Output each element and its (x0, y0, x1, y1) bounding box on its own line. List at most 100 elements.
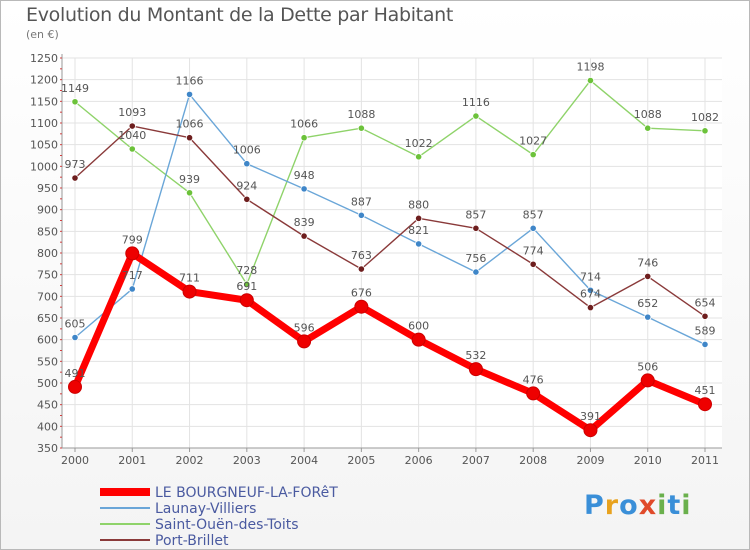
data-point (243, 160, 251, 168)
y-tick-label: 800 (37, 247, 58, 260)
y-tick-label: 1000 (30, 160, 58, 173)
data-point (586, 303, 595, 312)
data-label: 1066 (290, 118, 318, 131)
data-point (243, 195, 251, 203)
data-label: 391 (580, 410, 601, 423)
data-labels: 1149 1040 939 728 1066 1088 1022 1116 1027 1198 10… (61, 61, 719, 424)
data-point (128, 145, 136, 153)
data-label: 1088 (347, 108, 375, 121)
data-label: 1149 (61, 82, 89, 95)
x-tick-label: 2009 (576, 454, 604, 467)
logo-letter: P (584, 490, 605, 521)
legend: LE BOURGNEUF-LA-FORêTLaunay-VilliersSain… (100, 485, 338, 549)
data-label: 476 (523, 373, 544, 386)
data-point (71, 174, 79, 182)
y-tick-label: 750 (37, 269, 58, 282)
data-label: 532 (465, 349, 486, 362)
data-label: 973 (65, 158, 86, 171)
data-point (415, 240, 423, 248)
data-label: 857 (465, 208, 486, 221)
data-label: 1088 (634, 108, 662, 121)
y-tick-label: 700 (37, 290, 58, 303)
series-line (74, 125, 706, 317)
legend-label: Port-Brillet (155, 533, 229, 549)
y-tick-label: 1050 (30, 139, 58, 152)
data-point (185, 90, 194, 99)
data-point (354, 299, 369, 314)
data-point (300, 134, 308, 142)
series-line (74, 79, 706, 285)
logo-letter: o (619, 490, 639, 521)
data-point (644, 272, 652, 280)
logo-letter: t (667, 490, 682, 521)
y-tick-label: 650 (37, 312, 58, 325)
data-label: 600 (408, 320, 429, 333)
data-label: 451 (695, 384, 716, 397)
data-label: 1166 (176, 74, 204, 87)
data-label: 1040 (118, 129, 146, 142)
data-label: 605 (65, 318, 86, 331)
x-tick-label: 2000 (61, 454, 89, 467)
data-label: 676 (351, 287, 372, 300)
data-label: 506 (637, 360, 658, 373)
data-label: 948 (294, 169, 315, 182)
y-tick-label: 450 (37, 399, 58, 412)
legend-label: Saint-Ouën-des-Toits (155, 517, 299, 533)
data-label: 756 (465, 252, 486, 265)
series-line (74, 93, 706, 346)
data-point (644, 313, 652, 321)
data-point (68, 379, 82, 394)
data-point (243, 280, 251, 288)
data-point (71, 333, 79, 342)
data-point (472, 224, 480, 232)
x-tick-label: 2001 (118, 454, 146, 467)
data-point (701, 340, 709, 349)
series-line (71, 249, 707, 434)
data-point (128, 122, 136, 130)
data-point (644, 124, 652, 132)
y-tick-label: 900 (37, 204, 58, 217)
data-point (185, 189, 194, 197)
data-label: 839 (294, 216, 315, 229)
data-point (300, 232, 308, 240)
y-tick-label: 500 (37, 377, 58, 390)
y-tick-label: 1200 (30, 74, 58, 87)
x-tick-label: 2005 (347, 454, 375, 467)
data-point (526, 386, 541, 401)
data-label: 1082 (691, 111, 719, 124)
data-label: 714 (580, 270, 601, 283)
proxiti-logo: Proxiti (584, 490, 692, 521)
data-label: 728 (236, 264, 257, 277)
data-point (468, 362, 483, 377)
data-label: 880 (408, 198, 429, 211)
series-lines (68, 76, 712, 438)
data-point (640, 373, 655, 388)
data-label: 691 (236, 280, 257, 293)
axes: 3504004505005506006507007508008509009501… (30, 52, 722, 467)
data-point (415, 214, 423, 222)
data-point (125, 246, 140, 261)
data-label: 1027 (519, 135, 547, 148)
data-point (185, 134, 194, 142)
data-label: 589 (695, 324, 716, 337)
data-point (357, 211, 365, 219)
x-tick-label: 2006 (405, 454, 433, 467)
grid (62, 57, 722, 449)
y-tick-label: 950 (37, 182, 58, 195)
data-label: 763 (351, 249, 372, 262)
data-point (472, 112, 480, 120)
data-point (300, 185, 308, 193)
data-label: 857 (523, 208, 544, 221)
data-label: 746 (637, 256, 658, 269)
data-label: 774 (523, 244, 544, 257)
y-tick-label: 850 (37, 225, 58, 238)
data-point (529, 224, 537, 232)
logo-letter: i (657, 490, 668, 521)
data-label: 652 (637, 297, 658, 310)
data-point (698, 397, 712, 412)
y-tick-label: 550 (37, 355, 58, 368)
data-label: 799 (122, 233, 143, 246)
logo-letter: x (638, 490, 658, 521)
logo-letter: i (681, 490, 692, 521)
